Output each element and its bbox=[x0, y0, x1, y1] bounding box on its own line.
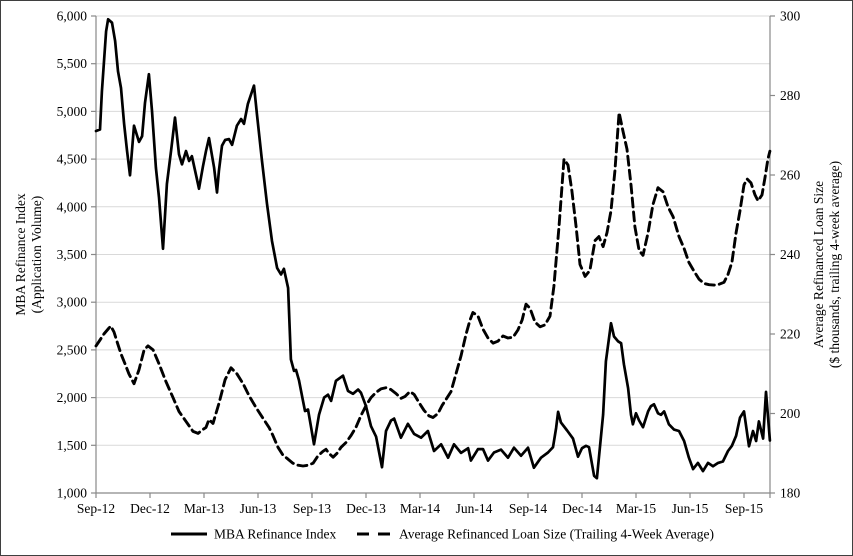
x-axis-tick-label: Mar-14 bbox=[400, 501, 440, 516]
left-axis-tick-label: 5,500 bbox=[57, 56, 88, 71]
legend-label-loan-size: Average Refinanced Loan Size (Trailing 4… bbox=[399, 527, 714, 542]
x-axis-tick-label: Jun-14 bbox=[456, 501, 493, 516]
x-axis-tick-label: Mar-15 bbox=[616, 501, 656, 516]
right-axis-tick-label: 300 bbox=[780, 9, 801, 24]
left-axis-tick-label: 4,500 bbox=[57, 152, 88, 167]
left-axis-tick-label: 3,500 bbox=[57, 247, 88, 262]
x-axis-tick-label: Sep-13 bbox=[293, 501, 331, 516]
left-axis-tick-label: 2,500 bbox=[57, 342, 88, 357]
right-axis-title-line2: ($ thousands, trailing 4-week average) bbox=[827, 161, 842, 368]
left-axis-tick-label: 2,000 bbox=[57, 390, 88, 405]
x-axis-tick-label: Dec-12 bbox=[130, 501, 170, 516]
right-axis-tick-label: 220 bbox=[780, 327, 801, 342]
right-axis-tick-label: 180 bbox=[780, 486, 801, 501]
right-axis-title-line1: Average Refinanced Loan Size bbox=[811, 181, 826, 348]
left-axis-title-line1: MBA Refinance Index bbox=[13, 193, 28, 315]
right-axis-tick-label: 280 bbox=[780, 88, 801, 103]
left-axis-tick-label: 3,000 bbox=[57, 295, 88, 310]
left-axis-tick-label: 1,500 bbox=[57, 438, 88, 453]
left-axis-title-line2: (Application Volume) bbox=[29, 196, 44, 314]
x-axis-tick-label: Jun-15 bbox=[672, 501, 709, 516]
left-axis-tick-label: 6,000 bbox=[57, 9, 88, 24]
right-axis-tick-label: 200 bbox=[780, 406, 801, 421]
x-axis-tick-label: Jun-13 bbox=[240, 501, 277, 516]
x-axis-tick-label: Sep-14 bbox=[509, 501, 547, 516]
right-axis-tick-label: 260 bbox=[780, 168, 801, 183]
mba-refinance-index-line bbox=[94, 17, 772, 480]
left-axis-tick-label: 4,000 bbox=[57, 199, 88, 214]
x-axis-tick-label: Dec-13 bbox=[346, 501, 386, 516]
x-axis-tick-label: Sep-15 bbox=[725, 501, 763, 516]
x-axis-tick-label: Dec-14 bbox=[562, 501, 602, 516]
right-axis-tick-label: 240 bbox=[780, 247, 801, 262]
left-axis-tick-label: 1,000 bbox=[57, 486, 88, 501]
avg-loan-size-line bbox=[94, 111, 772, 468]
legend-label-refinance-index: MBA Refinance Index bbox=[214, 527, 336, 542]
x-axis-tick-label: Mar-13 bbox=[184, 501, 224, 516]
left-axis-tick-label: 5,000 bbox=[57, 104, 88, 119]
x-axis-tick-label: Sep-12 bbox=[77, 501, 115, 516]
